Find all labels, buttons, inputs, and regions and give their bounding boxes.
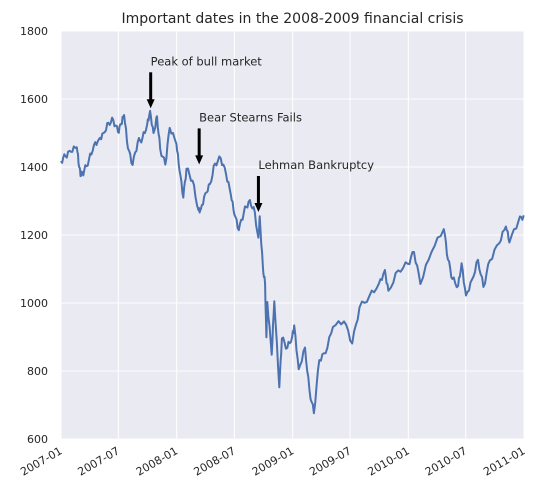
y-axis-ticks: 600 800 1000 1200 1400 1600 1800	[20, 25, 48, 446]
annotation-arrow-head	[254, 203, 263, 212]
y-tick-label: 1000	[20, 297, 48, 310]
x-tick-label: 2011-01	[481, 444, 527, 478]
price-line	[60, 109, 525, 415]
x-tick-label: 2007-07	[76, 444, 122, 478]
annotation-arrow-head	[195, 155, 204, 165]
x-tick-label: 2010-01	[366, 444, 412, 478]
y-tick-label: 1400	[20, 161, 48, 174]
x-tick-label: 2008-01	[134, 444, 180, 478]
x-axis-ticks: 2007-01 2007-07 2008-01 2008-07 2009-01 2009-…	[18, 444, 527, 478]
x-tick-label: 2009-01	[250, 444, 296, 478]
y-tick-label: 600	[27, 433, 48, 446]
x-tick-label: 2009-07	[307, 444, 353, 478]
chart-title: Important dates in the 2008-2009 financi…	[121, 11, 463, 27]
annotations-layer: Peak of bull market Bear Stearns Fails Leh…	[146, 54, 374, 212]
annotation-label: Peak of bull market	[151, 54, 263, 68]
series-layer	[60, 109, 525, 415]
x-tick-label: 2008-07	[192, 444, 238, 478]
x-tick-label: 2007-01	[18, 444, 64, 478]
grid-lines	[60, 30, 525, 440]
x-tick-label: 2010-07	[423, 444, 469, 478]
y-tick-label: 1600	[20, 93, 48, 106]
y-tick-label: 1800	[20, 25, 48, 38]
annotation-arrow-head	[146, 99, 155, 109]
annotation-label: Bear Stearns Fails	[199, 110, 302, 124]
y-tick-label: 800	[27, 365, 48, 378]
annotation-label: Lehman Bankruptcy	[258, 158, 374, 172]
y-tick-label: 1200	[20, 229, 48, 242]
